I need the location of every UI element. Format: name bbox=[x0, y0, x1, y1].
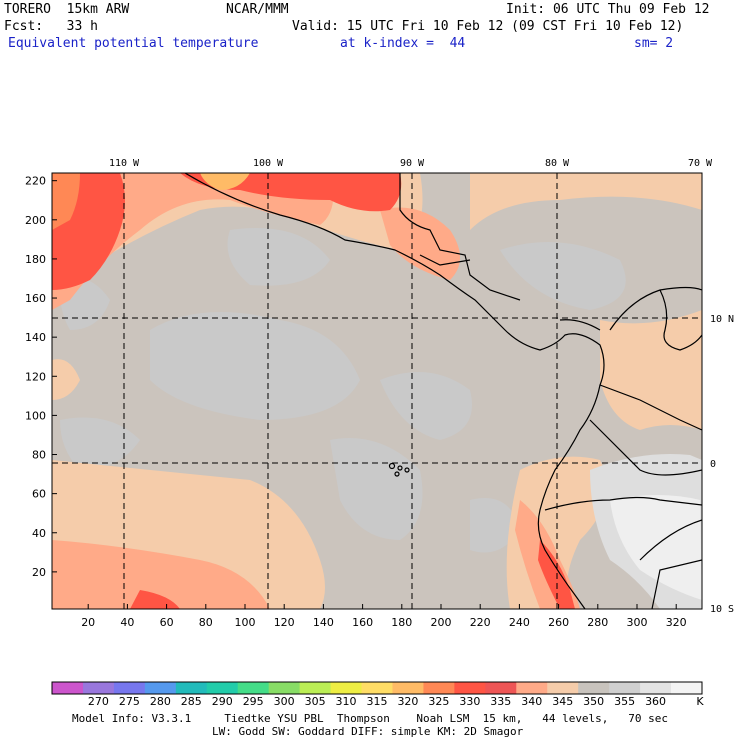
colorbar-label: 270 bbox=[88, 695, 109, 708]
lon-label-90w: 90 W bbox=[400, 158, 425, 169]
footer-physics-info: LW: Godd SW: Goddard DIFF: simple KM: 2D… bbox=[212, 725, 524, 738]
x-tick-label: 260 bbox=[548, 616, 569, 629]
x-tick-label: 160 bbox=[352, 616, 373, 629]
colorbar-label: 295 bbox=[243, 695, 264, 708]
x-tick-label: 280 bbox=[587, 616, 608, 629]
y-tick-label: 160 bbox=[25, 292, 46, 305]
x-tick-label: 140 bbox=[313, 616, 334, 629]
lon-label-70w: 70 W bbox=[688, 158, 713, 169]
x-tick-label: 300 bbox=[627, 616, 648, 629]
colorbar-label: 285 bbox=[181, 695, 202, 708]
colorbar-label: 300 bbox=[274, 695, 295, 708]
colorbar-unit: K bbox=[696, 695, 704, 708]
lon-label-80w: 80 W bbox=[545, 158, 570, 169]
y-tick-label: 20 bbox=[32, 566, 46, 579]
x-tick-label: 220 bbox=[470, 616, 491, 629]
colorbar-label: 310 bbox=[336, 695, 357, 708]
x-tick-label: 80 bbox=[199, 616, 213, 629]
x-tick-label: 100 bbox=[235, 616, 256, 629]
colorbar-swatch bbox=[578, 682, 610, 694]
colorbar-swatch bbox=[82, 682, 115, 694]
colorbar-swatch bbox=[609, 682, 641, 694]
colorbar-swatch bbox=[237, 682, 270, 694]
x-tick-label: 40 bbox=[120, 616, 134, 629]
colorbar-swatch bbox=[485, 682, 517, 694]
colorbar-label: 350 bbox=[583, 695, 604, 708]
y-tick-label: 60 bbox=[32, 488, 46, 501]
center-name: NCAR/MMM bbox=[226, 2, 289, 17]
level-info: at k-index = 44 bbox=[340, 36, 466, 51]
colorbar-swatch bbox=[640, 682, 672, 694]
x-tick-label: 180 bbox=[391, 616, 412, 629]
colorbar-label: 280 bbox=[150, 695, 171, 708]
y-tick-label: 40 bbox=[32, 527, 46, 540]
colorbar-label: 340 bbox=[521, 695, 542, 708]
lat-lon-grid bbox=[52, 173, 702, 609]
colorbar-swatch bbox=[113, 682, 146, 694]
colorbar-label: 345 bbox=[552, 695, 573, 708]
y-tick-label: 180 bbox=[25, 253, 46, 266]
temperature-field bbox=[52, 173, 702, 609]
x-tick-label: 20 bbox=[81, 616, 95, 629]
colorbar-swatch bbox=[52, 682, 84, 694]
colorbar-frame bbox=[51, 681, 703, 695]
colorbar-label: 330 bbox=[459, 695, 480, 708]
lat-label-0: 0 bbox=[710, 459, 716, 470]
x-tick-label: 200 bbox=[431, 616, 452, 629]
colorbar-label: 325 bbox=[428, 695, 449, 708]
x-tick-label: 120 bbox=[274, 616, 295, 629]
y-tick-label: 120 bbox=[25, 370, 46, 383]
colorbar-swatch bbox=[361, 682, 393, 694]
colorbar-swatch bbox=[330, 682, 363, 694]
colorbar-label: 275 bbox=[119, 695, 140, 708]
smoothing-info: sm= 2 bbox=[634, 36, 674, 51]
colorbar bbox=[51, 681, 703, 695]
valid-time: Valid: 15 UTC Fri 10 Feb 12 (09 CST Fri … bbox=[292, 19, 684, 34]
y-tick-label: 140 bbox=[25, 331, 46, 344]
model-name: TORERO 15km ARW bbox=[4, 2, 130, 17]
init-time: Init: 06 UTC Thu 09 Feb 12 bbox=[506, 2, 710, 17]
lat-label-10s: 10 S bbox=[710, 604, 734, 615]
colorbar-swatch bbox=[144, 682, 177, 694]
y-tick-label: 200 bbox=[25, 214, 46, 227]
y-tick-label: 80 bbox=[32, 449, 46, 462]
coastlines bbox=[184, 173, 702, 609]
forecast-hour: Fcst: 33 h bbox=[4, 19, 98, 34]
colorbar-label: 355 bbox=[614, 695, 635, 708]
colorbar-label: 305 bbox=[305, 695, 326, 708]
lon-label-100w: 100 W bbox=[253, 158, 284, 169]
colorbar-swatch bbox=[671, 682, 703, 694]
lon-label-110w: 110 W bbox=[109, 158, 140, 169]
colorbar-swatch bbox=[299, 682, 332, 694]
x-tick-label: 60 bbox=[160, 616, 174, 629]
colorbar-label: 320 bbox=[397, 695, 418, 708]
y-tick-label: 100 bbox=[25, 409, 46, 422]
colorbar-swatch bbox=[392, 682, 424, 694]
colorbar-swatch bbox=[547, 682, 579, 694]
colorbar-swatch bbox=[516, 682, 548, 694]
colorbar-swatch bbox=[454, 682, 486, 694]
lat-label-10n: 10 N bbox=[710, 314, 734, 325]
colorbar-swatch bbox=[268, 682, 301, 694]
footer-model-info: Model Info: V3.3.1 Tiedtke YSU PBL Thomp… bbox=[72, 712, 669, 725]
colorbar-swatch bbox=[423, 682, 455, 694]
map-frame bbox=[51, 172, 703, 610]
colorbar-label: 290 bbox=[212, 695, 233, 708]
x-tick-label: 240 bbox=[509, 616, 530, 629]
colorbar-swatch bbox=[175, 682, 208, 694]
y-tick-label: 220 bbox=[25, 175, 46, 188]
colorbar-label: 315 bbox=[367, 695, 388, 708]
colorbar-label: 360 bbox=[645, 695, 666, 708]
field-name: Equivalent potential temperature bbox=[8, 36, 259, 51]
colorbar-swatch bbox=[206, 682, 239, 694]
x-tick-label: 320 bbox=[666, 616, 687, 629]
colorbar-label: 335 bbox=[490, 695, 511, 708]
